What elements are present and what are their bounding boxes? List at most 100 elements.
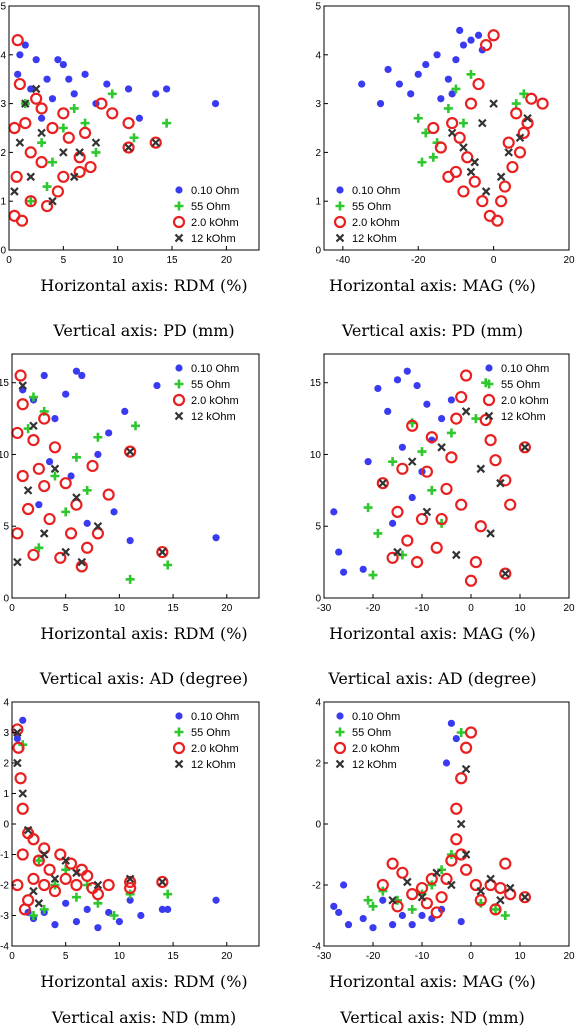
point-rdm-nd-s4-8 [23,825,33,835]
legend-label-2: 55 Ohm [191,379,230,391]
point-mag-nd-s4-7 [461,764,471,774]
point-mag-ad-s3-5 [484,434,497,447]
point-mag-ad-s1-13 [389,519,397,527]
point-mag-ad-s3-2 [499,474,512,487]
point-rdm-nd-s3-0 [156,875,169,889]
legend-label-1: 0.10 Ohm [191,185,239,197]
point-mag-pd-s1-15 [456,26,464,34]
point-mag-pd-s1-10 [467,36,475,44]
legend-marker-1 [336,712,344,720]
legend-label-3: 2.0 kOhm [501,395,549,407]
x-tick-label: 15 [168,951,180,962]
point-mag-ad-s4-0 [520,443,530,452]
y-tick-label: 0 [0,246,6,257]
point-rdm-ad-s3-23 [86,459,99,473]
point-mag-pd-s2-8 [466,69,476,79]
point-mag-pd-s4-7 [447,128,457,138]
caption-horizontal-rdm-3: Horizontal axis: RDM (%) [40,972,248,991]
legend-label-4: 12 kOhm [501,411,546,423]
point-mag-nd-s3-8 [460,863,473,876]
point-mag-nd-s4-0 [520,892,530,902]
point-rdm-ad-s1-6 [62,390,70,398]
chart-rdm-ad: 0 5 10 15 20 0 5 10 15 0.10 Ohm 55 Ohm 2.0 kOhm 12 k… [0,348,288,618]
point-mag-nd-s2-0 [363,895,373,905]
point-rdm-ad-s3-15 [27,548,40,562]
legend-label-2: 55 Ohm [191,727,230,739]
legend-marker-2 [174,727,184,737]
chart-rdm-pd-svg: 0 5 10 15 20 0 1 2 3 4 5 0.10 Ohm 55 Ohm 2.0 kOhm 12 k… [0,2,260,266]
point-mag-pd-s2-0 [413,113,423,123]
point-mag-nd-s1-13 [447,719,455,727]
point-rdm-nd-s2-5 [50,880,60,890]
point-mag-pd-s2-10 [458,118,468,128]
point-mag-ad-s3-21 [396,462,409,475]
point-rdm-nd-s1-10 [62,899,70,907]
y-tick-label: 4 [0,50,6,61]
point-rdm-pd-s1-7 [43,75,51,83]
point-mag-ad-s3-4 [489,454,502,467]
legend-label-3: 2.0 kOhm [191,217,239,229]
point-rdm-nd-s4-10 [13,758,22,768]
legend-marker-4 [174,759,184,769]
point-rdm-pd-s2-10 [37,138,47,148]
data-points [11,367,220,584]
point-rdm-ad-s3-22 [11,426,24,440]
point-mag-pd-s3-3 [517,126,530,139]
point-rdm-ad-s1-7 [51,414,59,423]
point-rdm-pd-s1-4 [103,80,111,88]
point-mag-pd-s2-1 [421,128,431,138]
point-mag-nd-s3-25 [430,906,443,919]
point-mag-pd-s3-15 [453,131,466,144]
point-mag-ad-s3-26 [464,574,478,587]
legend-label-4: 12 kOhm [191,759,236,771]
x-tick-label: 0 [9,603,15,614]
point-mag-pd-s1-1 [384,65,392,74]
point-mag-ad-s1-4 [364,458,372,466]
x-tick-label: 10 [114,951,126,962]
point-mag-pd-s1-2 [395,80,403,88]
x-tick-label: 5 [63,603,69,614]
point-rdm-nd-s3-15 [32,854,45,867]
x-tick-label: 0 [468,603,474,614]
y-tick-label: 0 [3,594,9,605]
point-mag-ad-s3-20 [406,419,419,432]
point-mag-pd-s3-25 [449,165,463,179]
point-rdm-pd-s3-0 [149,136,162,149]
point-rdm-pd-s3-8 [57,170,70,183]
legend-label-4: 12 kOhm [191,411,236,423]
point-rdm-ad-s3-16 [27,434,40,447]
point-mag-nd-s1-10 [418,911,426,920]
point-mag-ad-s4-6 [437,443,446,452]
point-rdm-pd-s2-8 [80,118,90,128]
point-mag-ad-s2-6 [417,447,427,457]
x-tick-label: 0 [491,255,497,266]
point-mag-pd-s1-4 [414,70,422,78]
point-rdm-nd-s4-0 [158,877,167,887]
caption-horizontal-rdm-1: Horizontal axis: RDM (%) [40,276,248,295]
point-mag-ad-s4-9 [393,547,402,557]
point-mag-pd-s1-6 [433,51,441,59]
point-rdm-pd-s4-5 [48,196,57,206]
point-rdm-pd-s1-19 [54,56,62,64]
x-tick-label: 0 [9,951,15,962]
point-rdm-pd-s3-25 [78,126,92,139]
axes-frame [323,5,570,251]
point-rdm-ad-s3-20 [14,369,27,382]
point-mag-nd-s1-5 [369,924,377,932]
point-mag-nd-s3-3 [494,881,507,895]
y-tick-label: -4 [312,942,321,953]
point-mag-pd-s2-5 [519,89,529,99]
point-rdm-ad-s1-4 [94,450,102,459]
legend: 0.10 Ohm 55 Ohm 2.0 kOhm 12 kOhm [172,185,239,245]
point-mag-nd-s2-1 [368,901,378,911]
point-mag-pd-s3-5 [510,107,523,120]
point-mag-nd-s3-18 [425,872,438,885]
point-mag-pd-s1-0 [358,80,366,88]
x-tick-label: 10 [514,951,526,962]
x-tick-label: 5 [63,951,69,962]
legend-label-2: 55 Ohm [191,201,230,213]
legend-marker-4 [174,411,184,421]
point-rdm-ad-s1-3 [105,429,113,437]
point-rdm-ad-s1-5 [72,367,81,375]
legend-label-1: 0.10 Ohm [501,363,549,375]
